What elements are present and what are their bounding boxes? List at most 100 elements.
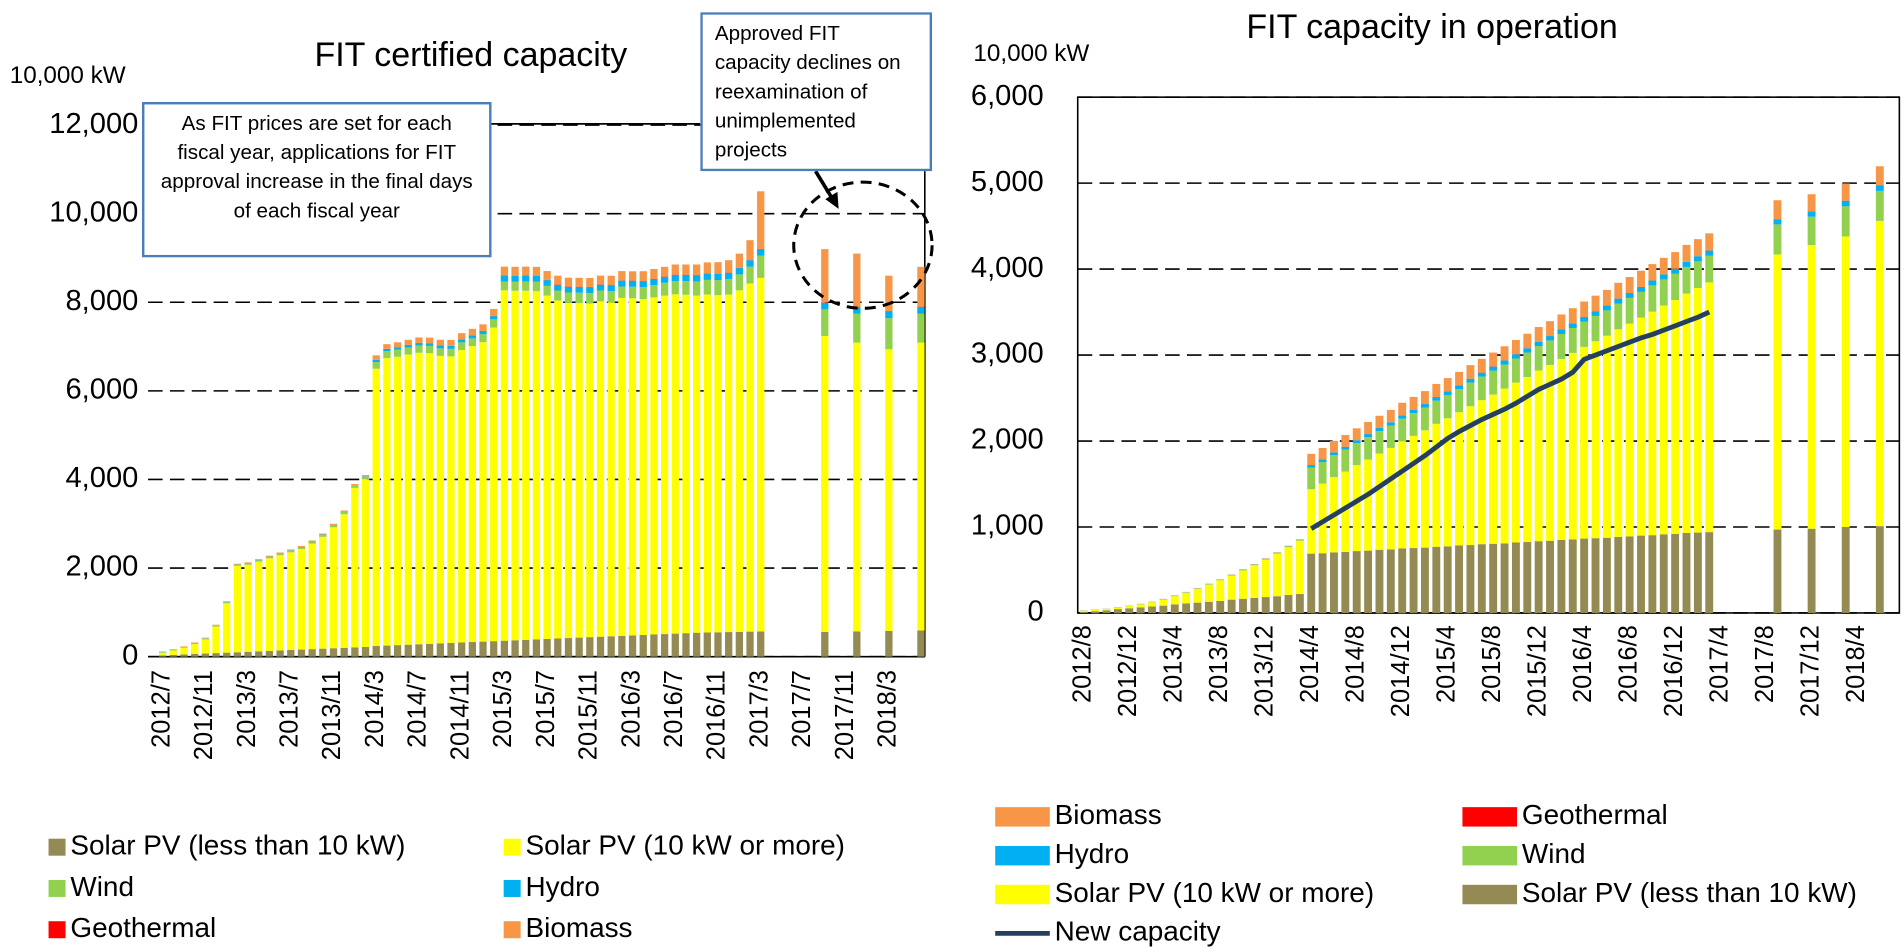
- bar-segment: [682, 274, 690, 282]
- bar-segment: [1682, 293, 1691, 534]
- bar-segment: [714, 262, 722, 274]
- x-tick-label: 2016/12: [1660, 625, 1688, 717]
- legend-swatch: [1462, 884, 1518, 905]
- bar-segment: [500, 281, 509, 291]
- bar-segment: [746, 631, 754, 657]
- bar-segment: [596, 301, 605, 637]
- bar-segment: [319, 536, 327, 649]
- annotation-text: Approved FIT capacity declines on reexam…: [700, 12, 933, 172]
- bar-segment: [511, 290, 519, 641]
- bar-segment: [1773, 529, 1782, 613]
- bar-segment: [1091, 609, 1100, 612]
- x-tick-label: 2013/4: [1159, 625, 1187, 703]
- bar-segment: [415, 352, 423, 645]
- bar-segment: [682, 294, 690, 634]
- bar-segment: [543, 295, 551, 639]
- bar-segment: [575, 286, 583, 293]
- bar-segment: [1307, 489, 1316, 554]
- bar-segment: [682, 633, 690, 657]
- bar-segment: [1102, 609, 1111, 611]
- legend-label: Wind: [1522, 838, 1586, 869]
- x-tick-label: 2012/11: [190, 670, 218, 760]
- bar-segment: [1466, 406, 1475, 546]
- bar-segment: [1455, 371, 1464, 386]
- bar-segment: [1705, 282, 1714, 533]
- bar-segment: [351, 485, 359, 488]
- legend-swatch: [503, 921, 521, 939]
- bar-segment: [1227, 575, 1236, 600]
- bar-segment: [885, 311, 893, 319]
- bar-segment: [1602, 289, 1611, 306]
- legend-label: Geothermal: [70, 912, 216, 943]
- bar-segment: [1568, 352, 1577, 540]
- bar-segment: [554, 284, 562, 291]
- bar-segment: [1477, 358, 1486, 373]
- bar-segment: [1409, 409, 1418, 414]
- bar-segment: [479, 324, 487, 331]
- bar-segment: [297, 547, 306, 550]
- bar-segment: [1705, 250, 1714, 256]
- bar-segment: [1477, 400, 1486, 545]
- legend-swatch: [995, 845, 1050, 866]
- legend-label: Wind: [70, 871, 134, 902]
- bar-segment: [543, 280, 551, 286]
- bar-segment: [692, 295, 701, 633]
- x-tick-label: 2013/12: [1250, 625, 1278, 717]
- bar-segment: [287, 550, 295, 553]
- bar-segment: [415, 345, 423, 353]
- bar-segment: [1295, 594, 1304, 613]
- bar-segment: [575, 303, 583, 638]
- bar-segment: [372, 355, 380, 360]
- bar-segment: [479, 331, 487, 335]
- bar-segment: [1398, 441, 1407, 549]
- bar-segment: [468, 338, 476, 347]
- bar-segment: [490, 319, 498, 328]
- bar-segment: [1648, 285, 1657, 312]
- bar-segment: [415, 644, 423, 657]
- bar-segment: [917, 342, 925, 631]
- bar-segment: [329, 525, 338, 528]
- bar-segment: [212, 626, 220, 654]
- bar-segment: [1625, 293, 1634, 298]
- bar-segment: [746, 283, 754, 632]
- bar-segment: [1500, 364, 1509, 389]
- bar-segment: [1443, 418, 1452, 547]
- bar-segment: [725, 279, 733, 295]
- bar-segment: [1500, 360, 1509, 365]
- bar-segment: [639, 271, 647, 281]
- bar-segment: [276, 555, 284, 651]
- bar-segment: [554, 300, 562, 639]
- bar-segment: [244, 564, 252, 652]
- y-tick-label: 6,000: [971, 80, 1044, 112]
- legend-label: Biomass: [526, 912, 633, 943]
- bar-segment: [393, 342, 402, 348]
- bar-segment: [1671, 268, 1680, 274]
- bar-segment: [1443, 395, 1452, 419]
- bar-segment: [436, 345, 444, 349]
- bar-segment: [1386, 425, 1395, 448]
- bar-segment: [1307, 453, 1316, 466]
- bar-segment: [1079, 612, 1088, 613]
- bar-segment: [586, 287, 594, 293]
- bar-segment: [1398, 548, 1407, 613]
- bar-segment: [532, 266, 541, 276]
- callout-arrowhead: [825, 191, 839, 209]
- bar-segment: [361, 475, 370, 477]
- bar-segment: [1807, 528, 1816, 613]
- bar-segment: [885, 275, 893, 312]
- x-tick-label: 2016/7: [660, 670, 688, 748]
- bar-segment: [1409, 396, 1418, 410]
- x-tick-label: 2014/11: [446, 670, 474, 760]
- bar-segment: [1659, 274, 1668, 280]
- annotation-box: As FIT prices are set for each fiscal ye…: [141, 102, 492, 258]
- plot-frame: [1076, 96, 1901, 614]
- x-tick-label: 2016/11: [703, 670, 731, 760]
- bar-segment: [308, 541, 316, 544]
- bar-segment: [1875, 220, 1884, 527]
- bar-segment: [287, 549, 295, 551]
- bar-segment: [340, 512, 348, 515]
- bar-segment: [1489, 543, 1498, 613]
- bar-segment: [1602, 305, 1611, 311]
- bar-segment: [1136, 607, 1145, 613]
- bar-segment: [500, 266, 509, 276]
